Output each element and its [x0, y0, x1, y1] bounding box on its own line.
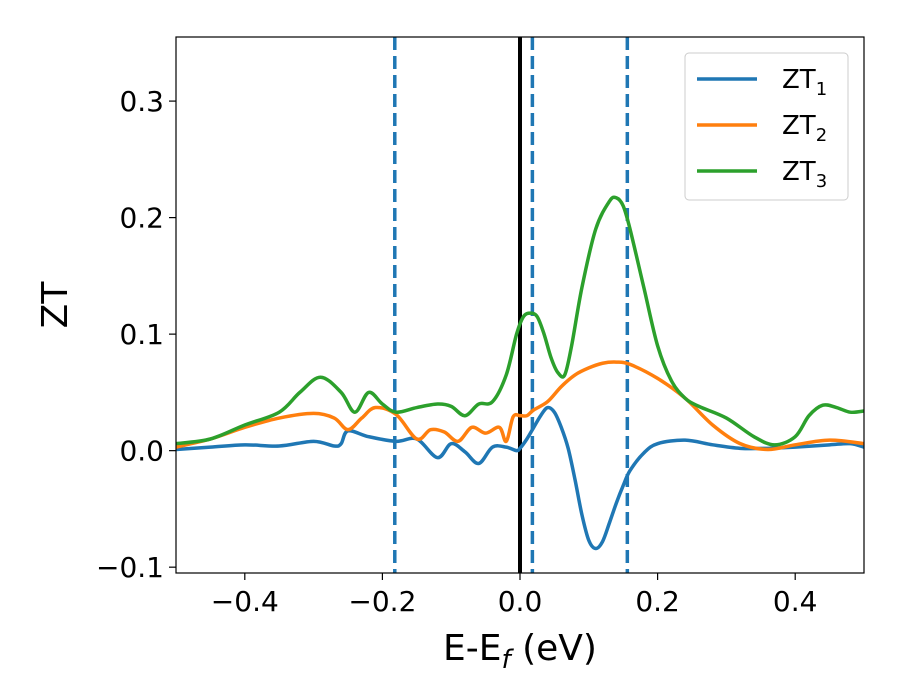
legend-label-zt2: ZT2 [782, 111, 827, 146]
y-tick-label: 0.3 [119, 85, 164, 118]
series-line-zt3 [176, 195, 864, 447]
legend-label-zt1: ZT1 [782, 65, 827, 100]
y-axis-label: ZT [35, 281, 76, 329]
series-line-zt1 [176, 405, 864, 551]
x-tick-label: 0.0 [498, 585, 543, 618]
legend: ZT1 ZT2 ZT3 [684, 52, 849, 201]
y-tick-label: 0.1 [119, 318, 164, 351]
reference-lines [393, 37, 630, 573]
x-axis-label: E-Ef (eV) [443, 628, 597, 675]
x-tick-label: −0.4 [211, 585, 279, 618]
x-tick-label: 0.2 [635, 585, 680, 618]
legend-frame [684, 52, 849, 201]
x-axis-ticks: −0.4 −0.2 0.0 0.2 0.4 [211, 573, 818, 618]
x-tick-label: 0.4 [773, 585, 818, 618]
x-tick-label: −0.2 [348, 585, 416, 618]
y-tick-label: −0.1 [96, 551, 164, 584]
y-axis-ticks: −0.1 0.0 0.1 0.2 0.3 [96, 85, 176, 584]
y-tick-label: 0.2 [119, 202, 164, 235]
legend-label-zt3: ZT3 [782, 157, 827, 192]
series-lines [176, 195, 864, 551]
y-tick-label: 0.0 [119, 435, 164, 468]
